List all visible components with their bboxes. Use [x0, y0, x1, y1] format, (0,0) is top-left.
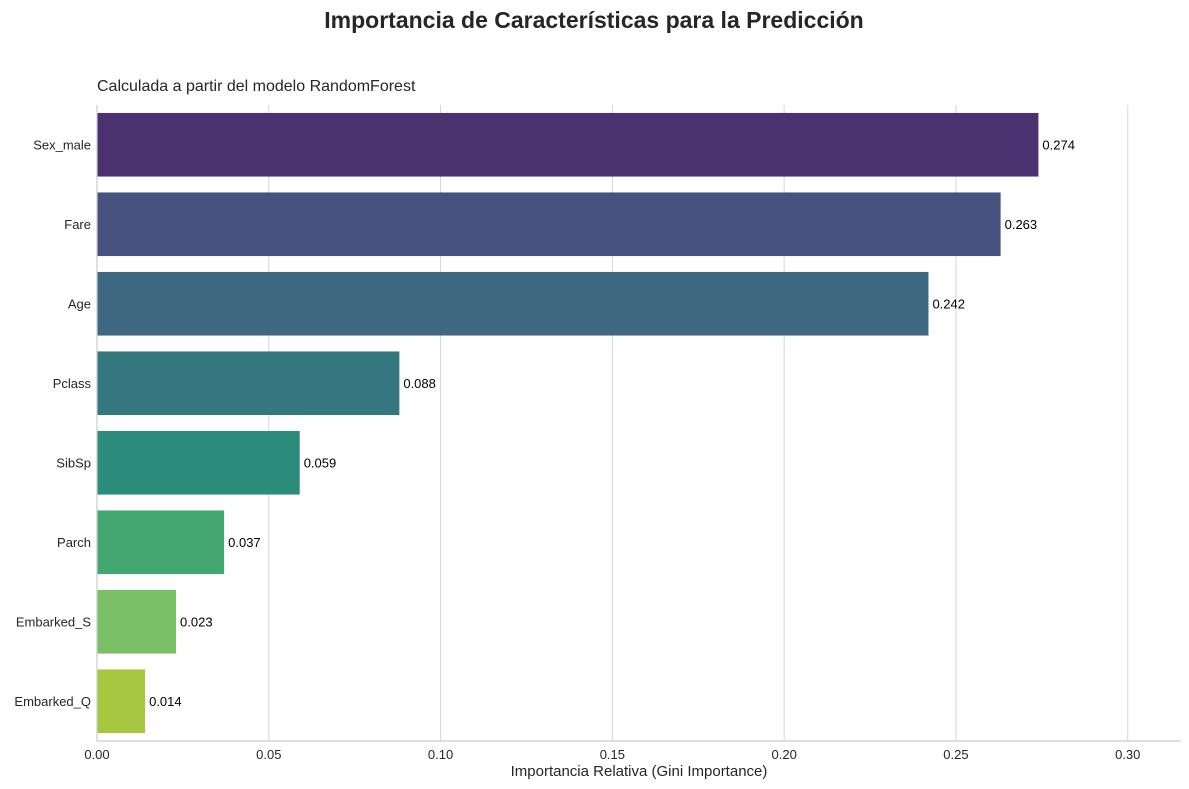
y-tick-label: Embarked_Q — [14, 694, 91, 709]
chart-subtitle: Calculada a partir del modelo RandomFore… — [97, 78, 416, 95]
x-tick-label: 0.15 — [600, 747, 625, 762]
x-tick-label: 0.25 — [943, 747, 968, 762]
bar-embarked-q — [97, 669, 146, 734]
y-tick-label: Embarked_S — [16, 614, 91, 629]
bar-sex-male — [97, 112, 1039, 177]
data-label: 0.014 — [149, 694, 182, 709]
bars — [97, 112, 1039, 734]
x-tick-label: 0.10 — [428, 747, 453, 762]
x-tick-label: 0.00 — [84, 747, 109, 762]
bar-sibsp — [97, 430, 300, 495]
bar-pclass — [97, 351, 400, 416]
bar-embarked-s — [97, 589, 177, 654]
bar-age — [97, 271, 929, 336]
chart-title: Importancia de Características para la P… — [324, 7, 863, 33]
x-tick-labels: 0.00 0.05 0.10 0.15 0.20 0.25 0.30 — [84, 747, 1140, 762]
y-tick-label: Pclass — [53, 376, 92, 391]
y-tick-label: Fare — [64, 217, 91, 232]
x-tick-label: 0.20 — [772, 747, 797, 762]
bar-fare — [97, 192, 1001, 257]
x-tick-label: 0.30 — [1115, 747, 1140, 762]
data-label: 0.242 — [932, 296, 965, 311]
data-label: 0.023 — [180, 614, 213, 629]
data-label: 0.274 — [1042, 137, 1075, 152]
y-tick-label: SibSp — [56, 455, 91, 470]
data-label: 0.037 — [228, 535, 261, 550]
x-axis-label: Importancia Relativa (Gini Importance) — [511, 763, 768, 780]
x-tick-label: 0.05 — [256, 747, 281, 762]
bar-parch — [97, 510, 225, 575]
data-label: 0.263 — [1005, 217, 1038, 232]
y-tick-label: Age — [68, 296, 91, 311]
y-tick-label: Parch — [57, 535, 91, 550]
axis-spines — [96, 105, 1181, 742]
data-labels: 0.274 0.263 0.242 0.088 0.059 0.037 0.023 0.014 — [149, 137, 1075, 709]
data-label: 0.059 — [304, 455, 337, 470]
y-tick-label: Sex_male — [33, 137, 91, 152]
y-tick-labels: Sex_male Fare Age Pclass SibSp Parch Embarked_… — [14, 137, 91, 709]
data-label: 0.088 — [403, 376, 436, 391]
